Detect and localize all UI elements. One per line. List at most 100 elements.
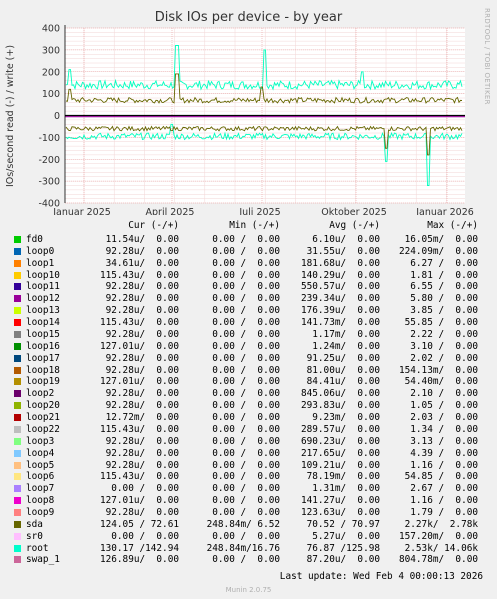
legend-cur: 92.28u/ 0.00 [105, 245, 179, 257]
legend-avg: 690.23u/ 0.00 [300, 435, 380, 447]
legend-max: 3.85 / 0.00 [410, 305, 478, 317]
legend-min: 0.00 / 0.00 [212, 412, 280, 424]
legend-avg: 1.24m/ 0.00 [312, 340, 380, 352]
legend-cur: 126.89u/ 0.00 [99, 554, 179, 566]
legend-cur: 92.28u/ 0.00 [105, 507, 179, 518]
legend-max: 16.05m/ 0.00 [404, 234, 478, 245]
legend-min: 0.00 / 0.00 [212, 340, 280, 352]
legend-avg: 176.39u/ 0.00 [300, 305, 380, 317]
legend-max: 2.02 / 0.00 [410, 352, 478, 364]
disk-io-chart: 400 300 200 100 0 -100 -200 -300 -400 Januar 202… [5, 24, 474, 216]
legend-name: loop8 [26, 495, 55, 507]
y-tick-labels: 400 300 200 100 0 -100 -200 -300 -400 [38, 24, 60, 210]
legend-swatch [14, 354, 21, 362]
legend-min: 0.00 / 0.00 [212, 257, 280, 269]
x-tick-label: Oktober 2025 [321, 207, 387, 215]
legend-name: loop11 [26, 281, 60, 293]
legend-name: loop12 [26, 293, 60, 305]
legend-cur: 92.28u/ 0.00 [105, 293, 179, 305]
legend-swatch [14, 414, 21, 422]
legend-avg: 293.83u/ 0.00 [300, 400, 380, 412]
legend-min: 248.84m/ 6.52 [206, 518, 280, 530]
legend-avg: 289.57u/ 0.00 [300, 423, 380, 435]
legend-cur: 124.05 / 72.61 [99, 518, 179, 530]
legend-min: 0.00 / 0.00 [212, 305, 280, 317]
legend-swatch [14, 556, 21, 564]
legend-cur: 127.01u/ 0.00 [99, 340, 179, 352]
legend-swatch [14, 473, 21, 481]
legend-max: 2.53k/ 14.06k [404, 542, 478, 554]
legend-avg: 181.68u/ 0.00 [300, 257, 380, 269]
legend-cur: 12.72m/ 0.00 [105, 412, 179, 424]
last-update: Last update: Wed Feb 4 00:00:13 2026 [279, 571, 483, 582]
legend-cur: 92.28u/ 0.00 [105, 281, 179, 293]
legend-swatch [14, 390, 21, 398]
legend-avg: 1.17m/ 0.00 [312, 328, 380, 340]
legend-swatch [14, 449, 21, 457]
series-line [65, 73, 463, 104]
y-tick-label: 400 [42, 24, 60, 35]
legend-min: 0.00 / 0.00 [212, 234, 280, 245]
legend-name: loop6 [26, 471, 55, 483]
legend-name: root [26, 542, 49, 554]
munin-version: Munin 2.0.75 [225, 586, 272, 594]
legend-min: 0.00 / 0.00 [212, 352, 280, 364]
legend-name: loop13 [26, 305, 60, 317]
series-line [65, 45, 463, 91]
legend-cur: 11.54u/ 0.00 [105, 234, 179, 245]
legend-avg: 87.20u/ 0.00 [306, 554, 380, 566]
legend-max: 804.78m/ 0.00 [398, 554, 478, 566]
legend-swatch [14, 520, 21, 528]
legend-min: 0.00 / 0.00 [212, 269, 280, 281]
legend-avg: 109.21u/ 0.00 [300, 459, 380, 471]
legend-swatch [14, 271, 21, 279]
legend-min: 0.00 / 0.00 [212, 530, 280, 542]
legend-name: loop4 [26, 447, 55, 459]
legend-avg: 123.63u/ 0.00 [300, 507, 380, 518]
legend-swatch [14, 295, 21, 303]
header-cur: Cur (-/+) [128, 220, 179, 231]
legend-max: 5.80 / 0.00 [410, 293, 478, 305]
legend-name: loop16 [26, 340, 60, 352]
legend-avg: 239.34u/ 0.00 [300, 293, 380, 305]
header-min: Min (-/+) [229, 220, 280, 231]
rrdtool-credit: RRDTOOL / TOBI OETIKER [483, 8, 491, 105]
legend-cur: 92.28u/ 0.00 [105, 328, 179, 340]
legend-cur: 92.28u/ 0.00 [105, 459, 179, 471]
legend-cur: 127.01u/ 0.00 [99, 376, 179, 388]
legend-max: 2.10 / 0.00 [410, 388, 478, 400]
legend-min: 0.00 / 0.00 [212, 328, 280, 340]
legend-swatch [14, 402, 21, 410]
legend-name: loop7 [26, 483, 55, 495]
legend-name: loop14 [26, 317, 60, 329]
legend-swatch [14, 485, 21, 493]
legend-avg: 141.73m/ 0.00 [300, 317, 380, 329]
legend-max: 4.39 / 0.00 [410, 447, 478, 459]
y-axis-label: IOs/second read (-) / write (+) [5, 45, 16, 187]
legend-name: loop18 [26, 364, 60, 376]
legend-min: 0.00 / 0.00 [212, 447, 280, 459]
legend-max: 3.13 / 0.00 [410, 435, 478, 447]
legend-cur: 92.28u/ 0.00 [105, 388, 179, 400]
legend-name: loop3 [26, 435, 55, 447]
legend-min: 0.00 / 0.00 [212, 507, 280, 518]
legend-avg: 5.27u/ 0.00 [312, 530, 380, 542]
series-line [65, 123, 463, 186]
legend-name: loop21 [26, 412, 60, 424]
legend-max: 1.16 / 0.00 [410, 459, 478, 471]
legend-max: 2.67 / 0.00 [410, 483, 478, 495]
y-tick-label: -200 [38, 155, 60, 166]
legend-cur: 127.01u/ 0.00 [99, 495, 179, 507]
legend-swatch [14, 425, 21, 433]
legend-swatch [14, 247, 21, 255]
legend-name: loop17 [26, 352, 60, 364]
legend-cur: 0.00 / 0.00 [111, 483, 179, 495]
legend-max: 6.27 / 0.00 [410, 257, 478, 269]
legend-cur: 115.43u/ 0.00 [99, 471, 179, 483]
legend-avg: 70.52 / 70.97 [306, 518, 380, 530]
legend-min: 0.00 / 0.00 [212, 554, 280, 566]
legend-min: 0.00 / 0.00 [212, 471, 280, 483]
legend-name: loop10 [26, 269, 60, 281]
legend-cur: 92.28u/ 0.00 [105, 305, 179, 317]
x-tick-label: Juli 2025 [238, 207, 280, 215]
